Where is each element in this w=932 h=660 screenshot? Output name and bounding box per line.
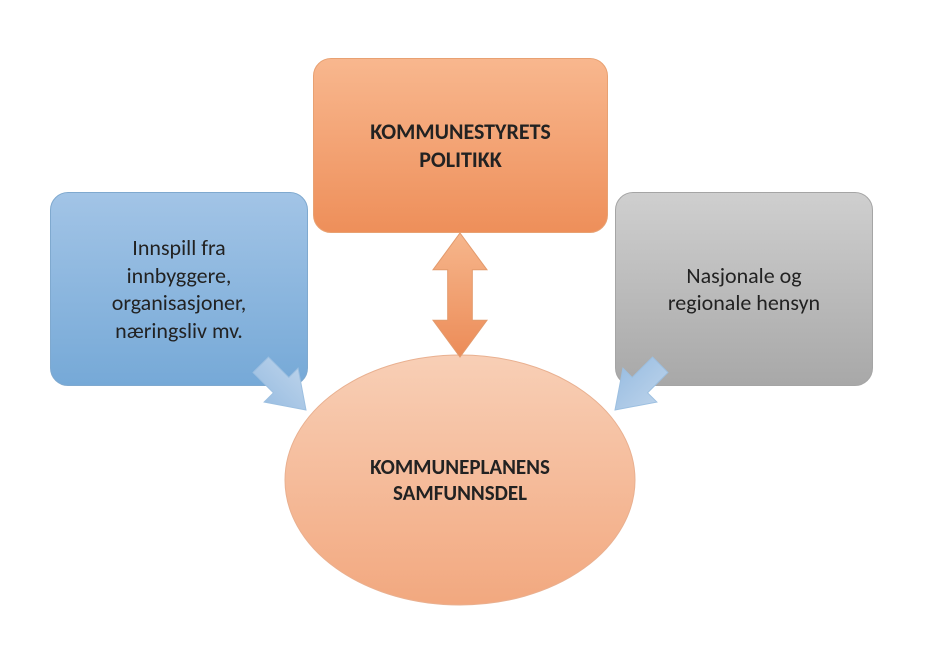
node-right-line2: regionale hensyn [668,289,820,317]
node-kommunestyrets-politikk: KOMMUNESTYRETS POLITIKK [313,58,608,233]
node-nasjonale-regionale: Nasjonale og regionale hensyn [615,192,873,386]
diagram-canvas: KOMMUNESTYRETS POLITIKK Innspill fra inn… [0,0,932,660]
node-left-line1: Innspill fra [112,234,246,262]
node-left-line2: innbyggere, [112,262,246,290]
node-kommuneplanens-samfunnsdel [284,354,636,606]
node-left-line4: næringsliv mv. [112,317,246,345]
node-top-line2: POLITIKK [370,146,551,174]
node-top-line1: KOMMUNESTYRETS [370,118,551,146]
node-innspill: Innspill fra innbyggere, organisasjoner,… [50,192,308,386]
node-left-line3: organisasjoner, [112,289,246,317]
double-arrow-icon [432,232,488,358]
node-right-line1: Nasjonale og [668,262,820,290]
